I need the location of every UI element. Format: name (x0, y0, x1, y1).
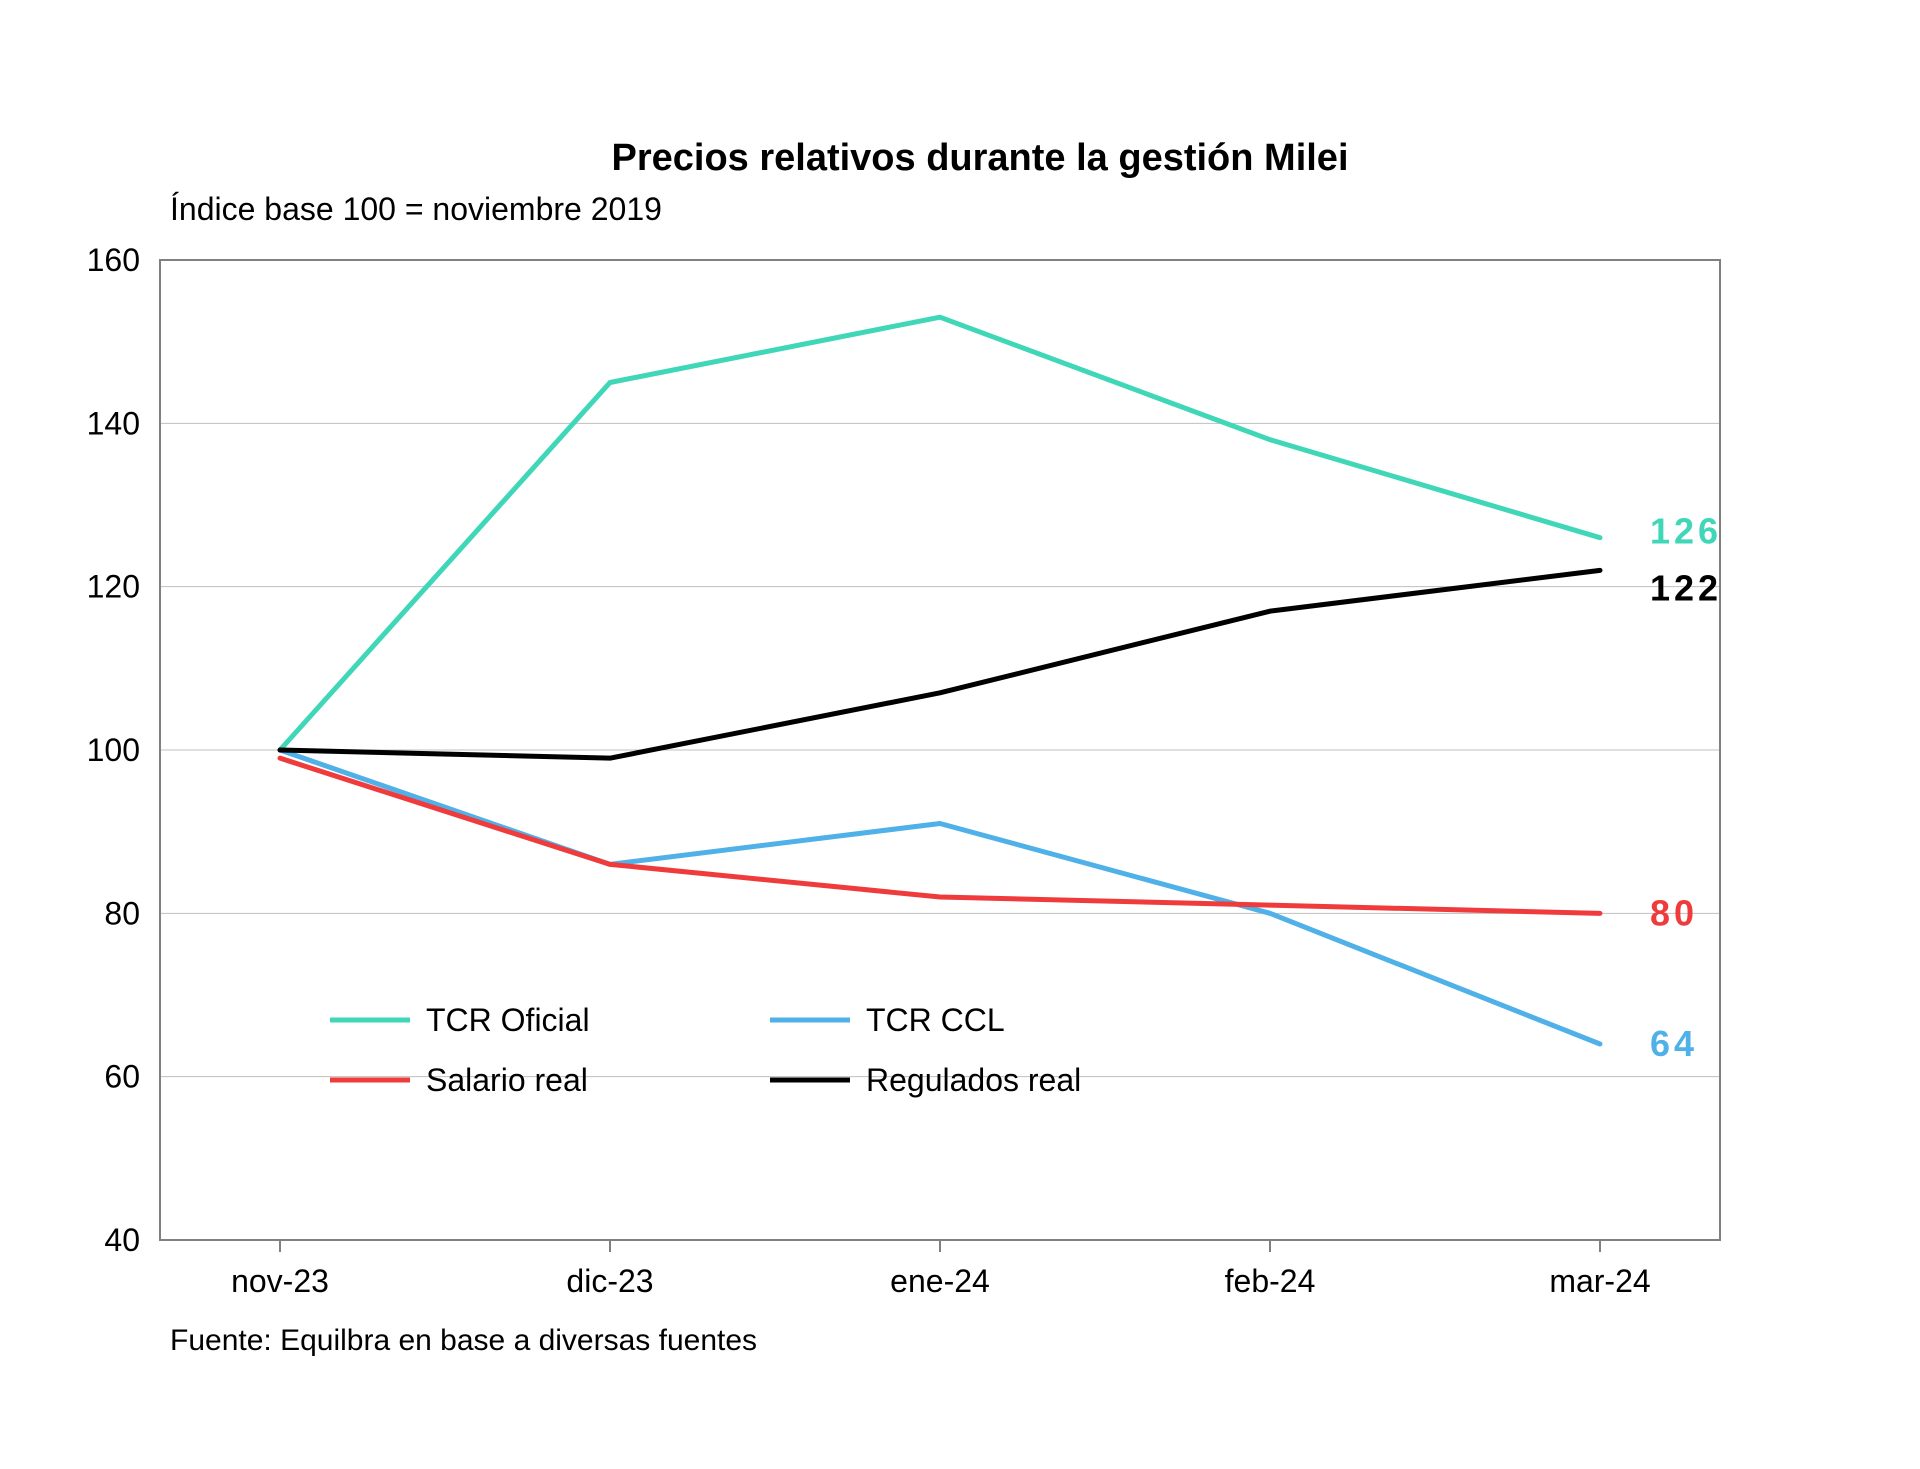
legend-label: Salario real (426, 1062, 588, 1098)
series-line (280, 317, 1600, 750)
chart-source: Fuente: Equilbra en base a diversas fuen… (170, 1324, 757, 1357)
x-tick-label: mar-24 (1549, 1263, 1650, 1299)
y-tick-label: 40 (104, 1222, 140, 1258)
series-end-label: 122 (1650, 567, 1722, 608)
y-tick-label: 80 (104, 895, 140, 931)
chart-subtitle: Índice base 100 = noviembre 2019 (170, 191, 662, 227)
series-line (280, 758, 1600, 913)
y-tick-label: 160 (87, 242, 140, 278)
line-chart: Precios relativos durante la gestión Mil… (0, 0, 1920, 1469)
legend-label: TCR CCL (866, 1002, 1005, 1038)
x-tick-label: dic-23 (566, 1263, 653, 1299)
x-tick-label: nov-23 (231, 1263, 329, 1299)
series-line (280, 570, 1600, 758)
series-end-label: 80 (1650, 892, 1698, 933)
chart-title: Precios relativos durante la gestión Mil… (611, 137, 1348, 179)
x-tick-label: feb-24 (1225, 1263, 1316, 1299)
y-tick-label: 140 (87, 405, 140, 441)
legend-label: TCR Oficial (426, 1002, 590, 1038)
series-end-label: 64 (1650, 1023, 1698, 1064)
legend-label: Regulados real (866, 1062, 1081, 1098)
y-tick-label: 100 (87, 732, 140, 768)
y-tick-label: 60 (104, 1059, 140, 1095)
series-end-label: 126 (1650, 511, 1722, 552)
x-tick-label: ene-24 (890, 1263, 990, 1299)
y-tick-label: 120 (87, 569, 140, 605)
chart-container: Precios relativos durante la gestión Mil… (0, 0, 1920, 1469)
